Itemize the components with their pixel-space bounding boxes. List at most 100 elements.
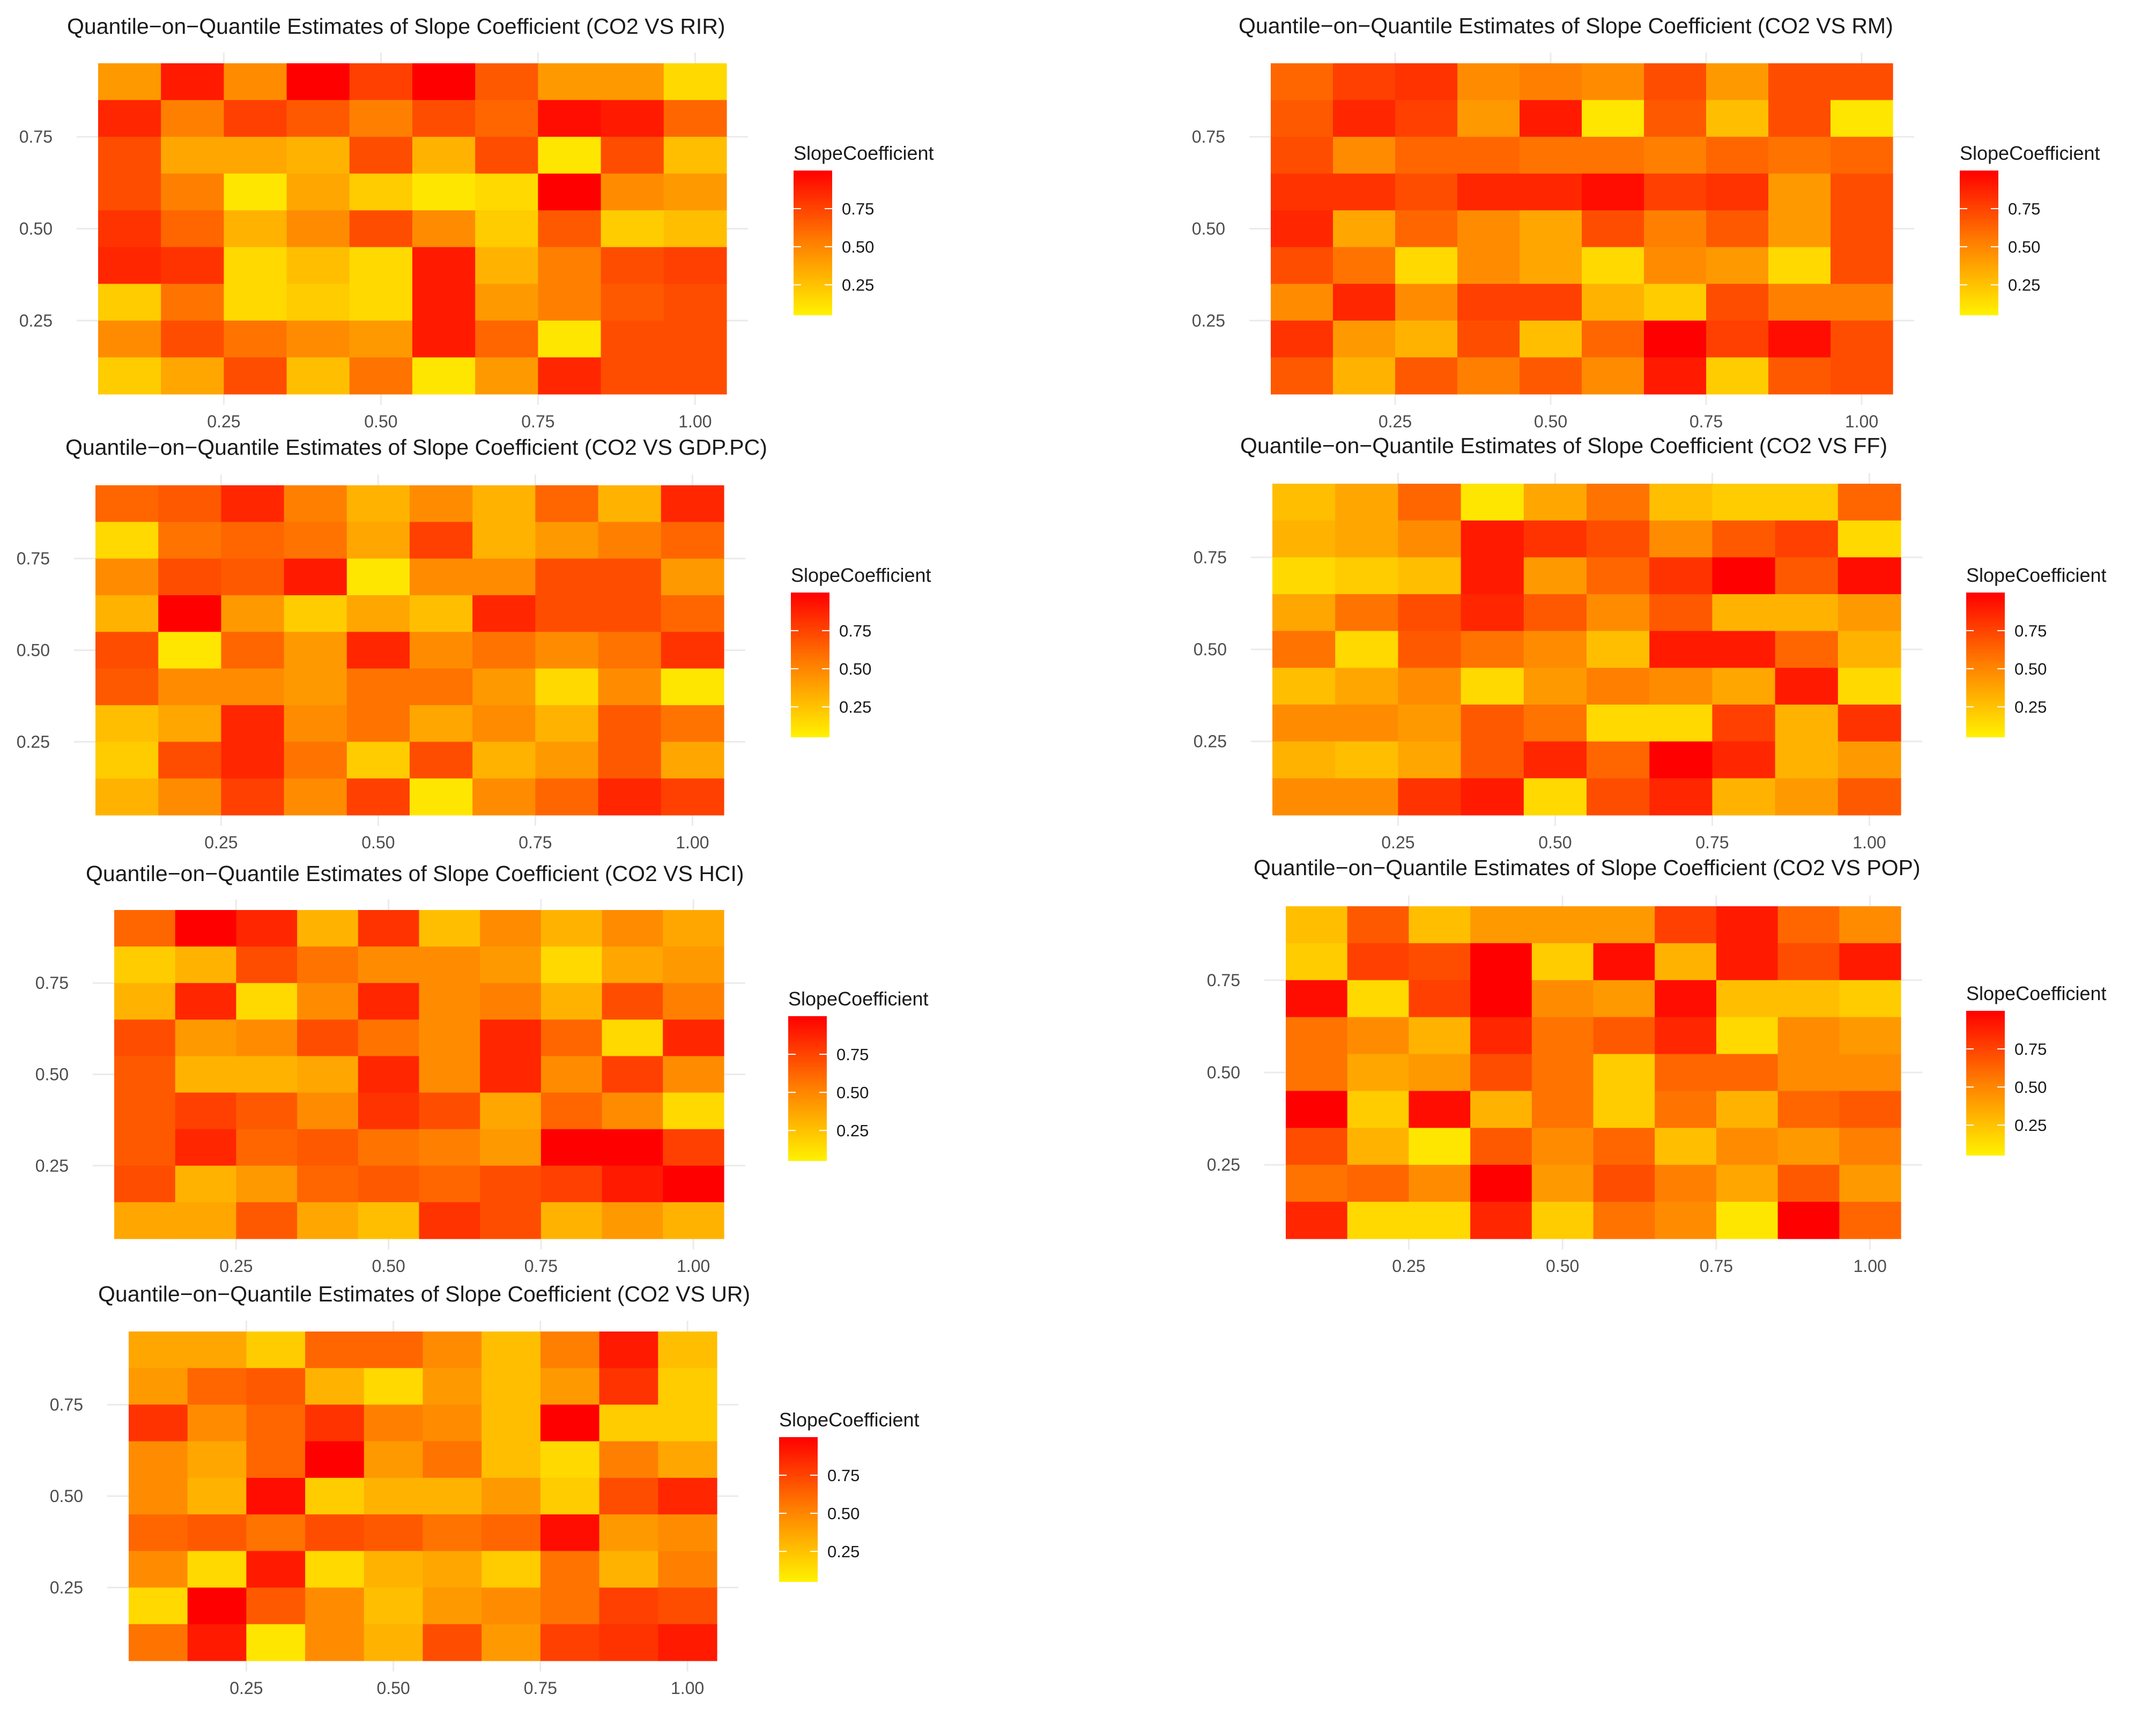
heatmap-tile [1271, 63, 1333, 101]
heatmap-tile [246, 1441, 306, 1478]
heatmap-tile [286, 63, 350, 101]
heatmap-tile [224, 63, 287, 101]
y-tick-label: 0.75 [19, 127, 53, 146]
heatmap-tile [1775, 520, 1839, 558]
heatmap-tile [346, 668, 410, 706]
heatmap-tile [1523, 778, 1587, 816]
heatmap-tile [1775, 668, 1839, 705]
heatmap-tile [475, 247, 538, 284]
heatmap-tile [1706, 63, 1769, 101]
heatmap-tile [286, 357, 350, 395]
heatmap-tile [1587, 557, 1650, 595]
heatmap-tile [419, 1129, 480, 1166]
heatmap-tile [98, 357, 161, 395]
heatmap-tile [1520, 320, 1582, 358]
heatmap-tile [98, 137, 161, 174]
heatmap-tile [540, 1441, 600, 1478]
heatmap-tile [1775, 594, 1839, 632]
heatmap-tile [1409, 980, 1471, 1018]
heatmap-tile [1649, 668, 1713, 705]
heatmap-tile [364, 1404, 424, 1442]
heatmap-tile [598, 742, 662, 779]
heatmap-tile [1716, 1165, 1779, 1202]
heatmap-tile [410, 778, 473, 816]
heatmap-tile [1775, 557, 1839, 595]
heatmap-tile [1398, 705, 1462, 742]
heatmap-tile [358, 910, 420, 947]
heatmap-tile [423, 1331, 482, 1368]
heatmap-tile [663, 946, 724, 983]
heatmap-tile [1587, 594, 1650, 632]
heatmap-tile [1409, 1091, 1471, 1128]
heatmap-tile [423, 1551, 482, 1588]
heatmap-tile [1395, 210, 1458, 248]
heatmap-tile [224, 247, 287, 284]
heatmap-tile [297, 1019, 359, 1057]
y-tick-label: 0.75 [1192, 127, 1225, 146]
heatmap-tile [1644, 320, 1707, 358]
heatmap-tile [412, 357, 476, 395]
heatmap-tile [175, 983, 236, 1020]
heatmap-tile [1457, 137, 1520, 174]
heatmap-tile [1523, 705, 1587, 742]
heatmap-tile [236, 1092, 298, 1130]
heatmap-tile [1777, 1165, 1840, 1202]
heatmap-tile [246, 1477, 306, 1515]
heatmap-tile [540, 1624, 600, 1661]
heatmap-tile [535, 595, 599, 632]
legend-tick-label: 0.50 [2014, 1078, 2047, 1097]
heatmap-tile [1838, 557, 1901, 595]
heatmap-tile [114, 946, 176, 983]
heatmap-tile [475, 284, 538, 321]
heatmap-tile [349, 63, 413, 101]
heatmap-tile [297, 983, 359, 1020]
heatmap-tile [481, 1477, 541, 1515]
heatmap-tile [661, 705, 724, 742]
heatmap-tile [419, 910, 480, 947]
heatmap-tile [1706, 320, 1769, 358]
x-tick-label: 0.25 [204, 833, 238, 852]
heatmap-tile [286, 320, 350, 358]
heatmap-tile [1655, 1017, 1717, 1055]
x-tick-label: 1.00 [676, 833, 709, 852]
chart-title: Quantile−on−Quantile Estimates of Slope … [1240, 433, 1887, 458]
legend-colorbar [1966, 593, 2005, 737]
heatmap-tile [599, 1514, 658, 1551]
heatmap-tile [1716, 943, 1779, 981]
heatmap-tile [1286, 1017, 1348, 1055]
heatmap-tile [601, 210, 664, 248]
heatmap-tile [1531, 1165, 1594, 1202]
heatmap-tile [224, 210, 287, 248]
heatmap-tile [98, 173, 161, 211]
heatmap-tile [1777, 980, 1840, 1018]
heatmap-tile [601, 357, 664, 395]
heatmap-tile [187, 1551, 247, 1588]
heatmap-tile [95, 522, 159, 559]
heatmap-tile [480, 910, 542, 947]
heatmap-tile [1398, 557, 1462, 595]
heatmap-tile [1347, 906, 1409, 944]
y-tick-label: 0.75 [17, 549, 50, 568]
heatmap-tile [663, 247, 727, 284]
legend-tick-label: 0.75 [839, 622, 871, 640]
legend-tick-label: 0.50 [827, 1504, 860, 1523]
heatmap-tile [1593, 1017, 1655, 1055]
legend-colorbar [1966, 1011, 2005, 1156]
heatmap-tile [187, 1441, 247, 1478]
heatmap-tile [1457, 320, 1520, 358]
heatmap-tile [114, 983, 176, 1020]
heatmap-tile [346, 742, 410, 779]
heatmap-tile [1457, 100, 1520, 137]
legend-title: SlopeCoefficient [1960, 142, 2100, 164]
heatmap-tile [540, 946, 603, 983]
heatmap-tile [538, 284, 602, 321]
heatmap-tile [1457, 173, 1520, 211]
heatmap-tile [1582, 63, 1644, 101]
chart-panel-1: Quantile−on−Quantile Estimates of Slope … [19, 14, 934, 431]
heatmap-tile [1286, 1165, 1348, 1202]
y-tick-label: 0.25 [17, 732, 50, 751]
heatmap-tile [364, 1514, 424, 1551]
heatmap-tile [658, 1368, 717, 1405]
heatmap-tiles [1286, 906, 1901, 1239]
heatmap-tile [1777, 1202, 1840, 1239]
